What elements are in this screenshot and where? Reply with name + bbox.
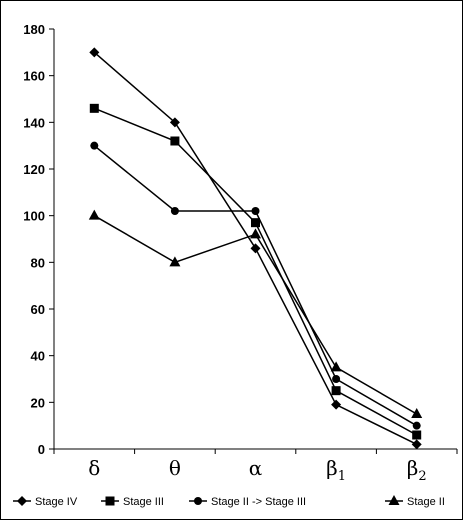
legend-marker: [388, 495, 400, 505]
data-point: [331, 386, 341, 396]
legend-marker: [17, 496, 27, 506]
x-category-label: α: [249, 456, 263, 480]
data-point: [250, 243, 261, 254]
legend-label: Stage IV: [35, 496, 78, 508]
y-tick-label: 0: [38, 442, 45, 457]
data-point: [88, 209, 100, 220]
y-tick-label: 140: [23, 115, 45, 130]
data-point: [411, 408, 423, 418]
data-point: [250, 228, 261, 239]
data-point: [169, 117, 180, 128]
data-point: [412, 421, 421, 430]
x-category-label: θ: [169, 456, 181, 480]
y-tick-label: 80: [31, 255, 45, 270]
y-tick-label: 40: [31, 349, 45, 364]
data-point: [331, 399, 342, 410]
y-tick-label: 160: [23, 69, 45, 84]
data-point: [169, 256, 181, 267]
legend-label: Stage II -> Stage III: [211, 496, 306, 508]
y-tick-label: 120: [23, 162, 45, 177]
legend-label: Stage II: [407, 496, 445, 508]
data-point: [170, 207, 179, 215]
data-point: [251, 207, 260, 215]
data-point: [89, 47, 100, 58]
data-point: [251, 218, 260, 228]
data-point: [332, 375, 341, 383]
x-category-label: δ: [88, 456, 100, 480]
x-category-label: β1: [326, 456, 346, 484]
data-point: [89, 103, 99, 113]
series-line: [93, 145, 418, 427]
legend-marker: [194, 497, 202, 505]
data-point: [330, 361, 342, 372]
y-tick-label: 60: [31, 302, 45, 317]
data-point: [90, 141, 99, 150]
legend-label: Stage III: [123, 496, 164, 508]
y-tick-label: 20: [31, 395, 45, 410]
y-tick-label: 100: [23, 209, 45, 224]
legend-marker: [105, 496, 115, 506]
data-point: [411, 439, 422, 450]
y-tick-label: 180: [23, 22, 45, 37]
x-category-label: β2: [407, 456, 427, 484]
data-point: [170, 136, 180, 146]
data-point: [412, 430, 422, 440]
